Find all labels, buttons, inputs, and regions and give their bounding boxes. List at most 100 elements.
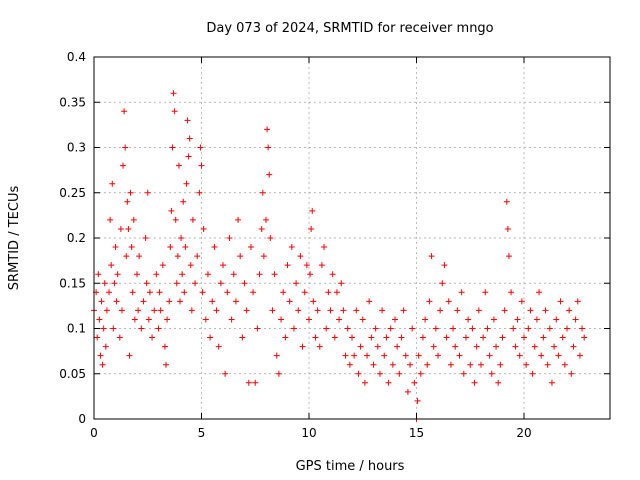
data-point — [424, 361, 431, 368]
data-point — [180, 198, 187, 205]
data-point — [94, 334, 101, 341]
data-point — [174, 253, 181, 260]
data-point — [495, 379, 502, 386]
data-point — [318, 262, 325, 269]
data-point — [135, 307, 142, 314]
data-point — [467, 361, 474, 368]
data-point — [404, 388, 411, 395]
data-point — [325, 289, 332, 296]
data-point — [170, 90, 177, 97]
data-point — [462, 334, 469, 341]
data-point — [475, 307, 482, 314]
data-point — [252, 379, 259, 386]
data-point — [411, 379, 418, 386]
data-point — [381, 352, 388, 359]
data-point — [353, 307, 360, 314]
data-point — [376, 370, 383, 377]
data-point — [213, 307, 220, 314]
data-point — [460, 370, 467, 377]
data-point — [514, 316, 521, 323]
data-point — [263, 216, 269, 223]
data-point — [374, 343, 381, 350]
data-point — [414, 397, 421, 404]
data-point — [387, 325, 394, 332]
data-point — [156, 289, 163, 296]
data-point — [202, 316, 209, 323]
data-point — [269, 307, 276, 314]
x-tick-label: 20 — [516, 426, 531, 440]
data-point — [144, 189, 151, 196]
data-point — [359, 316, 366, 323]
data-point — [293, 280, 300, 287]
data-point — [546, 325, 553, 332]
data-point — [177, 298, 183, 305]
data-point — [435, 352, 441, 359]
data-point — [134, 271, 140, 278]
data-point — [389, 361, 396, 368]
data-point — [286, 298, 293, 305]
data-point — [579, 325, 586, 332]
data-point — [228, 316, 235, 323]
data-point — [113, 298, 120, 305]
data-point — [409, 325, 416, 332]
data-point — [136, 253, 143, 260]
data-point — [145, 316, 152, 323]
data-point — [572, 316, 579, 323]
data-point — [159, 262, 166, 269]
y-tick-label: 0.35 — [59, 95, 86, 109]
data-point — [120, 162, 127, 169]
data-point — [493, 343, 500, 350]
data-point — [456, 352, 463, 359]
data-point — [146, 289, 153, 296]
data-point — [185, 153, 192, 160]
data-point — [473, 343, 480, 350]
data-point — [126, 352, 133, 359]
data-point — [327, 307, 334, 314]
data-point — [118, 307, 125, 314]
data-point — [482, 289, 489, 296]
data-point — [394, 343, 401, 350]
data-point — [445, 298, 452, 305]
data-point — [95, 271, 102, 278]
data-point — [153, 271, 160, 278]
data-point — [504, 225, 511, 232]
data-point — [125, 225, 132, 232]
data-point — [458, 289, 465, 296]
data-point — [280, 289, 287, 296]
data-point — [447, 361, 454, 368]
data-point — [454, 307, 461, 314]
data-point — [260, 253, 267, 260]
data-point — [439, 280, 446, 287]
data-point — [197, 144, 204, 151]
data-points — [91, 90, 588, 422]
data-point — [232, 298, 239, 305]
data-point — [123, 253, 130, 260]
data-point — [237, 253, 244, 260]
data-point — [140, 298, 147, 305]
data-point — [308, 225, 315, 232]
data-point — [480, 334, 487, 341]
data-point — [488, 370, 495, 377]
data-point — [207, 334, 214, 341]
data-point — [138, 325, 145, 332]
data-point — [301, 289, 308, 296]
data-point — [557, 298, 564, 305]
data-point — [574, 298, 581, 305]
data-point — [417, 370, 424, 377]
data-point — [222, 370, 229, 377]
data-point — [151, 307, 158, 314]
data-point — [265, 144, 272, 151]
data-point — [131, 316, 138, 323]
data-point — [164, 316, 171, 323]
data-point — [309, 207, 316, 214]
data-point — [241, 280, 248, 287]
x-tick-label: 5 — [198, 426, 206, 440]
data-point — [267, 235, 274, 241]
data-point — [101, 280, 108, 287]
data-point — [143, 280, 150, 287]
data-point — [204, 271, 211, 278]
data-point — [323, 325, 330, 332]
data-point — [230, 271, 237, 278]
data-point — [130, 216, 137, 223]
